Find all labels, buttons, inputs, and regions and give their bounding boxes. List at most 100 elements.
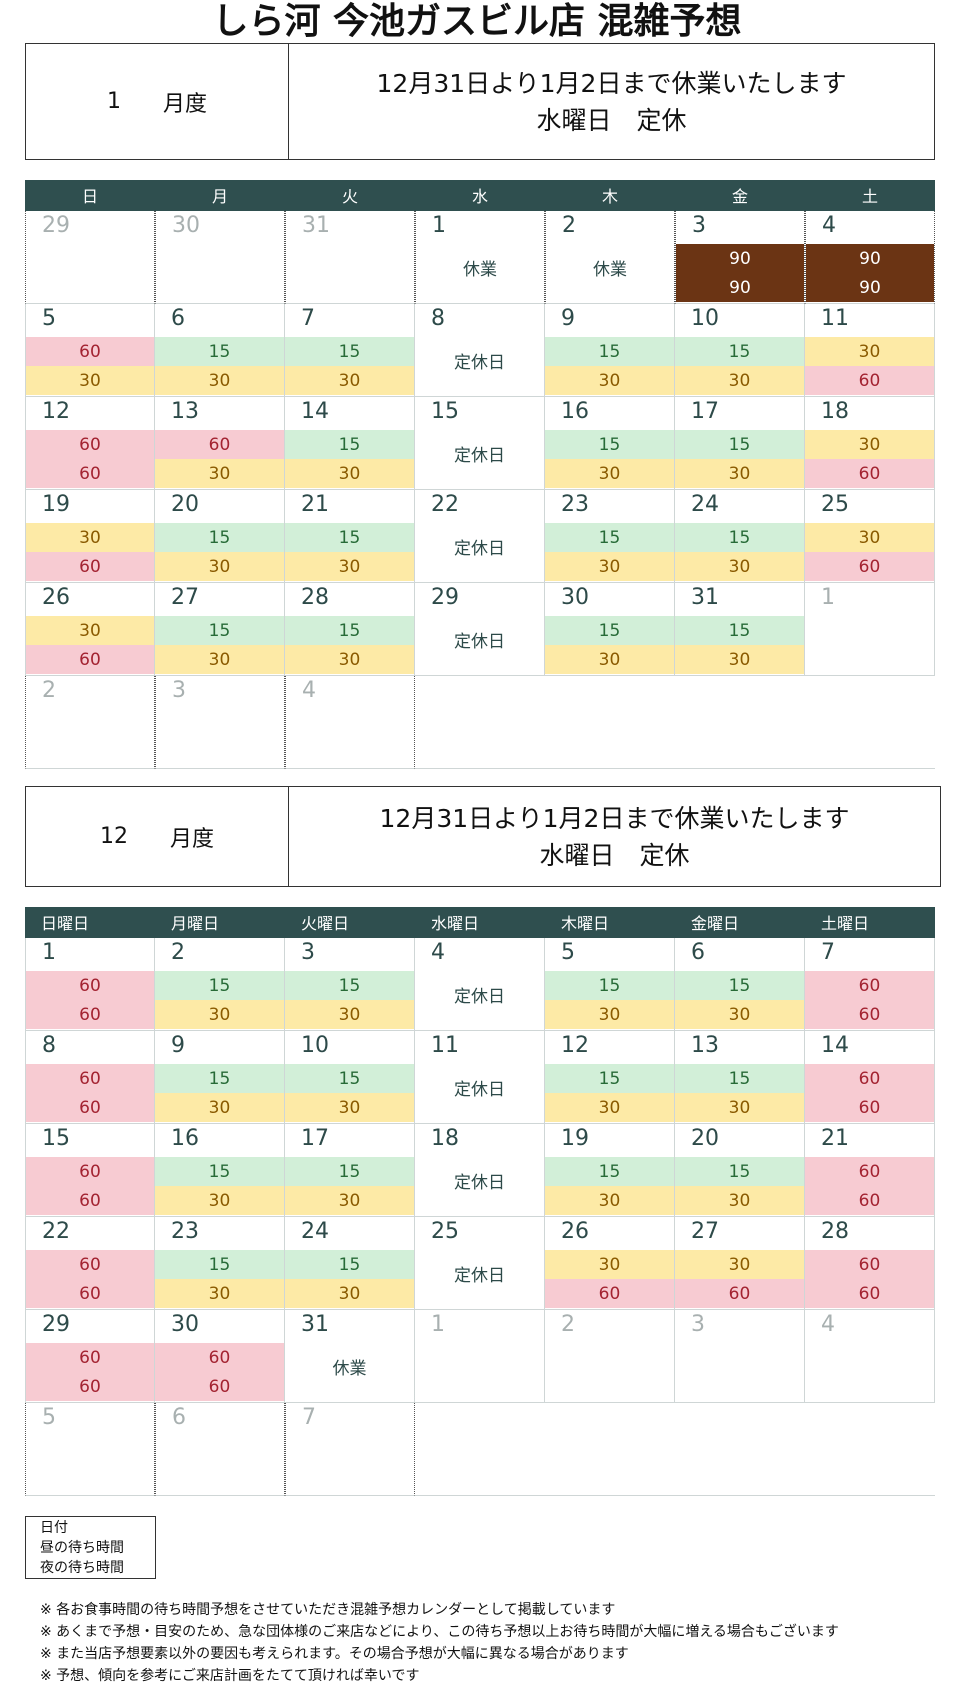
legend-lunch: 昼の待ち時間 xyxy=(40,1540,124,1556)
day-status: 定休日 xyxy=(454,632,505,652)
empty-area xyxy=(415,676,935,769)
note-line: ※ 予想、傾向を参考にご来店計画をたてて頂ければ幸いです xyxy=(40,1668,420,1684)
dinner-wait-time: 30 xyxy=(155,552,284,581)
day-cell: 4 90 90 xyxy=(805,211,935,304)
day-number: 23 xyxy=(561,492,589,517)
month-suffix: 月度 xyxy=(162,91,207,117)
day-cell: 31 休業 xyxy=(285,1310,415,1403)
dinner-wait-time: 30 xyxy=(675,1000,804,1029)
note-line: ※ また当店予想要素以外の要因も考えられます。その場合予想が大幅に異なる場合があ… xyxy=(40,1646,629,1662)
day-number: 31 xyxy=(691,585,719,610)
calendar-december: 日曜日 月曜日 火曜日 水曜日 木曜日 金曜日 土曜日 1 60 60 2 15 30 3 15 30 4 定休日… xyxy=(25,907,935,1496)
day-cell: 1 60 60 xyxy=(25,938,155,1031)
month-label: 1 月度 xyxy=(26,44,289,159)
dinner-wait-time: 60 xyxy=(26,1000,154,1029)
day-cell: 25 30 60 xyxy=(805,490,935,583)
day-number: 18 xyxy=(821,399,849,424)
day-cell: 30 xyxy=(155,211,285,304)
dinner-wait-time: 30 xyxy=(545,1186,674,1215)
day-number: 4 xyxy=(822,213,836,238)
lunch-wait-time: 15 xyxy=(285,1157,414,1186)
day-number: 7 xyxy=(302,1405,316,1430)
day-cell: 10 15 30 xyxy=(285,1031,415,1124)
day-number: 1 xyxy=(821,585,835,610)
lunch-wait-time: 60 xyxy=(155,430,284,459)
lunch-wait-time: 15 xyxy=(675,1064,804,1093)
dinner-wait-time: 60 xyxy=(805,1186,934,1215)
calendar-january: 日月火水木金土 29 30 31 1 休業 2 休業 3 90 90 4 90 90 5 60 30 6 15 30 7… xyxy=(25,180,935,769)
day-number: 17 xyxy=(691,399,719,424)
day-cell: 3 xyxy=(675,1310,805,1403)
dinner-wait-time: 30 xyxy=(285,645,414,674)
calendar-week: 15 60 60 16 15 30 17 15 30 18 定休日 19 15 30 20 15 30 21 60 6… xyxy=(25,1124,935,1217)
day-cell: 8 60 60 xyxy=(25,1031,155,1124)
day-cell: 29 定休日 xyxy=(415,583,545,676)
day-cell: 21 60 60 xyxy=(805,1124,935,1217)
dinner-wait-time: 60 xyxy=(675,1279,804,1308)
day-cell: 30 15 30 xyxy=(545,583,675,676)
day-cell: 3 90 90 xyxy=(675,211,805,304)
dinner-wait-time: 30 xyxy=(285,1186,414,1215)
day-number: 14 xyxy=(821,1033,849,1058)
lunch-wait-time: 90 xyxy=(676,244,804,273)
weekday-label: 木曜日 xyxy=(561,914,610,933)
day-number: 8 xyxy=(42,1033,56,1058)
empty-area xyxy=(415,1403,935,1496)
day-cell: 2 xyxy=(25,676,155,769)
day-cell: 15 定休日 xyxy=(415,397,545,490)
notice-line-2: 水曜日 定休 xyxy=(536,105,687,135)
day-cell: 1 xyxy=(415,1310,545,1403)
dinner-wait-time: 30 xyxy=(675,366,804,395)
notice-line-1: 12月31日より1月2日まで休業いたします xyxy=(379,803,850,833)
day-cell: 28 15 30 xyxy=(285,583,415,676)
day-number: 8 xyxy=(431,306,445,331)
day-number: 3 xyxy=(691,1312,705,1337)
day-cell: 19 15 30 xyxy=(545,1124,675,1217)
dinner-wait-time: 60 xyxy=(26,645,154,674)
day-cell: 5 60 30 xyxy=(25,304,155,397)
lunch-wait-time: 60 xyxy=(26,971,154,1000)
dinner-wait-time: 60 xyxy=(26,459,154,488)
notes: ※ 各お食事時間の待ち時間予想をさせていただき混雑予想カレンダーとして掲載してい… xyxy=(40,1599,839,1687)
dinner-wait-time: 30 xyxy=(675,552,804,581)
day-status: 定休日 xyxy=(454,1266,505,1286)
day-cell: 31 15 30 xyxy=(675,583,805,676)
calendar-week: 19 30 60 20 15 30 21 15 30 22 定休日 23 15 30 24 15 30 25 30 6… xyxy=(25,490,935,583)
day-number: 26 xyxy=(42,585,70,610)
day-cell: 13 15 30 xyxy=(675,1031,805,1124)
day-cell: 28 60 60 xyxy=(805,1217,935,1310)
weekday-label: 木 xyxy=(601,187,618,206)
day-cell: 5 xyxy=(25,1403,155,1496)
dinner-wait-time: 60 xyxy=(26,552,154,581)
day-status: 休業 xyxy=(463,260,497,280)
day-number: 30 xyxy=(561,585,589,610)
day-number: 26 xyxy=(561,1219,589,1244)
day-cell: 19 30 60 xyxy=(25,490,155,583)
day-number: 4 xyxy=(431,940,445,965)
month-number: 1 xyxy=(106,89,121,114)
day-cell: 16 15 30 xyxy=(155,1124,285,1217)
lunch-wait-time: 15 xyxy=(545,337,674,366)
lunch-wait-time: 60 xyxy=(155,1343,284,1372)
day-number: 1 xyxy=(42,940,56,965)
calendar-week: 22 60 60 23 15 30 24 15 30 25 定休日 26 30 60 27 30 60 28 60 6… xyxy=(25,1217,935,1310)
lunch-wait-time: 15 xyxy=(285,971,414,1000)
dinner-wait-time: 60 xyxy=(26,1279,154,1308)
day-number: 24 xyxy=(691,492,719,517)
day-number: 16 xyxy=(171,1126,199,1151)
lunch-wait-time: 15 xyxy=(545,1157,674,1186)
day-number: 29 xyxy=(42,1312,70,1337)
day-number: 7 xyxy=(301,306,315,331)
calendar-week: 2 3 4 xyxy=(25,676,935,769)
day-number: 4 xyxy=(821,1312,835,1337)
day-cell: 18 定休日 xyxy=(415,1124,545,1217)
day-number: 13 xyxy=(171,399,199,424)
dinner-wait-time: 30 xyxy=(545,1000,674,1029)
day-number: 31 xyxy=(302,213,330,238)
day-cell: 24 15 30 xyxy=(675,490,805,583)
day-number: 2 xyxy=(42,678,56,703)
weekday-label: 月曜日 xyxy=(171,914,220,933)
day-number: 23 xyxy=(171,1219,199,1244)
dinner-wait-time: 30 xyxy=(675,459,804,488)
lunch-wait-time: 60 xyxy=(26,1157,154,1186)
